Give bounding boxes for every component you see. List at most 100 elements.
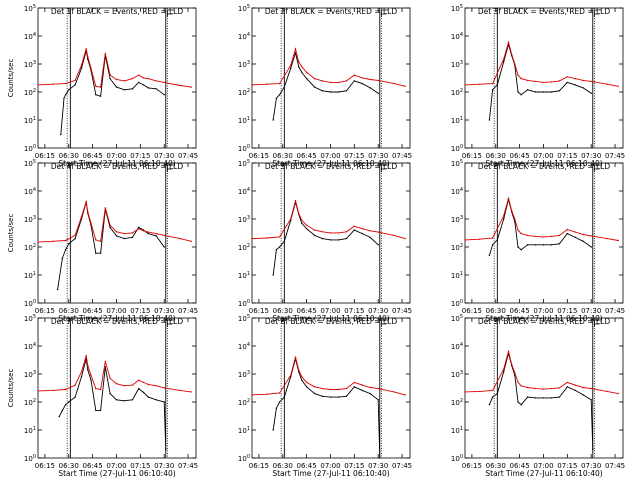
data-point-lld xyxy=(301,66,303,68)
x-tick-label: 06:30 xyxy=(273,152,293,160)
data-point-lld xyxy=(507,350,510,352)
data-point-events xyxy=(534,91,537,93)
data-point-events xyxy=(379,457,381,459)
data-point-events xyxy=(109,226,111,229)
x-tick-label: 07:00 xyxy=(320,462,340,470)
series-line-events xyxy=(488,42,592,121)
data-point-lld xyxy=(52,240,54,242)
x-tick-label: 07:30 xyxy=(154,307,174,315)
data-point-events xyxy=(361,232,363,235)
data-point-lld xyxy=(464,239,466,241)
series-line-lld xyxy=(464,40,619,87)
data-point-lld xyxy=(558,234,561,237)
data-point-lld xyxy=(90,222,92,224)
data-point-events xyxy=(63,97,65,99)
data-point-lld xyxy=(123,385,126,387)
data-point-lld xyxy=(104,207,107,209)
x-tick-label: 07:15 xyxy=(557,152,577,160)
data-point-lld xyxy=(329,232,332,234)
x-tick-label: 07:00 xyxy=(533,307,553,315)
data-point-events xyxy=(64,249,67,251)
y-tick-label: 101 xyxy=(238,426,250,435)
series-line-events xyxy=(58,358,167,450)
data-point-events xyxy=(353,229,355,231)
data-point-lld xyxy=(87,56,89,58)
y-tick-label: 101 xyxy=(451,271,463,280)
data-point-events xyxy=(329,239,332,241)
y-tick-label: 103 xyxy=(238,215,250,224)
data-point-lld xyxy=(155,385,157,387)
data-point-lld xyxy=(87,364,89,367)
panel-title: Det 6f BLACK = Events, RED = LLD xyxy=(478,162,611,171)
data-point-lld xyxy=(606,83,608,85)
detector-panel-9: 100 101 102 103 104 105 06:15 06:30 06:45 07:00 07… xyxy=(451,314,625,478)
panel-title: Det 1f BLACK = Events, RED = LLD xyxy=(51,7,184,16)
data-point-lld xyxy=(534,235,537,238)
data-point-events xyxy=(147,396,149,398)
data-point-lld xyxy=(80,216,83,218)
data-point-events xyxy=(115,399,118,401)
y-tick-label: 104 xyxy=(451,342,463,351)
data-point-events xyxy=(147,87,149,89)
series-line-events xyxy=(488,199,592,256)
data-point-lld xyxy=(95,239,97,241)
y-tick-label: 105 xyxy=(451,314,463,323)
x-tick-label: 07:30 xyxy=(368,307,388,315)
data-point-events xyxy=(283,396,285,398)
data-point-lld xyxy=(511,209,513,212)
data-point-events xyxy=(345,237,348,240)
y-tick-label: 105 xyxy=(24,4,36,13)
data-point-events xyxy=(68,243,70,245)
data-point-lld xyxy=(353,225,355,227)
data-point-lld xyxy=(329,81,332,84)
y-tick-label: 101 xyxy=(24,426,36,435)
data-point-lld xyxy=(606,237,608,240)
data-point-lld xyxy=(147,231,149,233)
data-point-events xyxy=(123,400,126,402)
panel-title: Det 4f BLACK = Events, RED = LLD xyxy=(51,162,184,171)
x-tick-label: 07:00 xyxy=(320,307,340,315)
data-point-lld xyxy=(64,388,67,391)
series-line-lld xyxy=(251,200,406,240)
data-point-events xyxy=(542,91,545,93)
x-tick-label: 07:30 xyxy=(581,462,601,470)
data-point-events xyxy=(278,246,281,248)
data-point-events xyxy=(496,392,498,395)
data-point-events xyxy=(558,396,561,398)
data-point-lld xyxy=(542,81,545,84)
data-point-events xyxy=(520,249,522,251)
panel-title: Det 8f BLACK = Events, RED = LLD xyxy=(265,317,398,326)
data-point-events xyxy=(582,240,584,242)
y-tick-label: 101 xyxy=(24,271,36,280)
data-point-lld xyxy=(526,234,529,237)
y-tick-label: 100 xyxy=(24,454,36,463)
data-point-lld xyxy=(550,387,553,390)
y-tick-label: 104 xyxy=(24,342,36,351)
x-axis-label: Start Time (27-Jul-11 06:10:40) xyxy=(272,314,389,323)
data-point-lld xyxy=(345,231,348,233)
data-point-events xyxy=(337,91,340,93)
data-point-events xyxy=(558,90,561,92)
data-point-lld xyxy=(337,232,340,234)
data-point-lld xyxy=(321,80,324,82)
data-point-lld xyxy=(503,215,505,217)
x-tick-label: 07:45 xyxy=(392,462,412,470)
panel-title: Det 3f BLACK = Events, RED = LLD xyxy=(478,7,611,16)
data-point-lld xyxy=(64,82,67,85)
y-tick-label: 100 xyxy=(238,454,250,463)
y-tick-label: 102 xyxy=(238,398,250,407)
data-point-lld xyxy=(353,381,355,384)
x-tick-label: 06:15 xyxy=(35,462,55,470)
data-point-lld xyxy=(534,80,537,83)
data-point-events xyxy=(377,244,379,246)
data-point-lld xyxy=(298,61,300,63)
data-point-lld xyxy=(337,81,340,84)
y-tick-label: 101 xyxy=(451,426,463,435)
data-point-events xyxy=(131,399,134,401)
data-point-lld xyxy=(369,78,371,81)
x-axis-label: Start Time (27-Jul-11 06:10:40) xyxy=(58,314,175,323)
data-point-lld xyxy=(123,232,126,235)
series-line-lld xyxy=(37,201,192,243)
x-tick-label: 06:45 xyxy=(297,462,317,470)
